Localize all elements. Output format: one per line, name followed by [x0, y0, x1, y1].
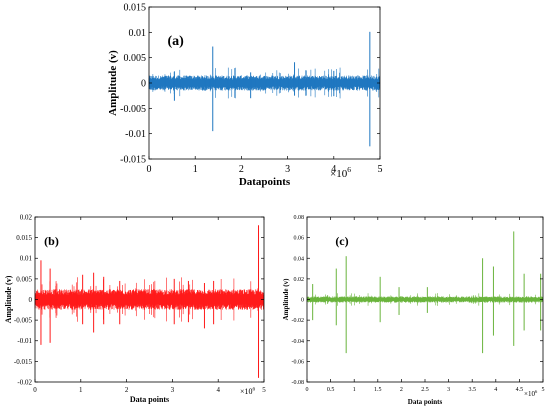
x-tick-label: 0 [147, 164, 152, 175]
y-tick-label: 0.015 [124, 3, 147, 14]
y-axis-label: Amplitude (v) [107, 50, 119, 116]
y-tick-label: 0.04 [294, 256, 305, 262]
x-tick-label: 4 [494, 387, 497, 393]
x-tick-label: 2 [400, 387, 403, 393]
x-multiplier-base: ×10 [330, 168, 348, 180]
x-multiplier: ×106 [524, 389, 538, 398]
y-tick-label: 0.005 [124, 53, 147, 64]
y-tick-label: 0 [29, 296, 33, 304]
panel-a: 0 1 2 3 4 5 -0.015 -0.01 -0.005 0 0.005 0.01 0.015 (a… [107, 3, 383, 189]
x-tick-label: 4.5 [516, 387, 524, 393]
x-tick-label: 0.5 [327, 387, 335, 393]
x-tick-label: 1.5 [374, 387, 382, 393]
x-tick-label: 3.5 [468, 387, 476, 393]
y-tick-label: -0.02 [292, 318, 305, 324]
x-tick-label: 3 [171, 386, 175, 394]
y-tick-label: -0.08 [292, 380, 305, 386]
x-tick-label: 5 [542, 387, 545, 393]
x-multiplier-exponent: 6 [253, 387, 256, 393]
y-tick-label: -0.06 [292, 359, 305, 365]
x-tick-label: 1 [193, 164, 198, 175]
y-tick-label: -0.01 [17, 337, 32, 345]
y-axis-label: Amplitude (v) [4, 275, 13, 323]
x-multiplier-base: ×10 [524, 390, 535, 398]
y-tick-label: -0.005 [14, 317, 33, 325]
y-tick-label: 0.02 [294, 277, 305, 283]
y-tick-label: -0.015 [14, 358, 33, 366]
x-multiplier-exponent: 6 [347, 165, 351, 174]
y-tick-label: -0.01 [125, 129, 146, 140]
noise-band [306, 296, 543, 303]
y-axis-label: Amplitude (v) [282, 278, 290, 320]
x-tick-label: 1 [353, 387, 356, 393]
x-tick-label: 5 [262, 386, 266, 394]
minor-spikes [314, 293, 536, 306]
y-tick-label: -0.02 [17, 378, 32, 386]
x-tick-label: 4 [331, 164, 336, 175]
y-tick-label: 0.08 [294, 215, 305, 221]
y-tick-label: 0.015 [16, 234, 32, 242]
x-tick-label: 1 [79, 386, 83, 394]
panel-b: 0 1 2 3 4 5 -0.02 -0.015 -0.01 -0.005 0 0.005 0.01 0.… [4, 213, 266, 404]
x-tick-label: 5 [378, 164, 383, 175]
y-tick-label: -0.015 [120, 155, 146, 166]
signal-trace [306, 231, 543, 354]
noise-band [148, 75, 380, 91]
y-tick-label: 0.02 [20, 213, 33, 221]
y-tick-label: 0.005 [16, 275, 32, 283]
y-tick-label: 0.01 [20, 255, 33, 263]
noise-band [34, 289, 264, 310]
signal-trace [34, 225, 264, 378]
x-tick-label: 4 [216, 386, 220, 394]
signal-trace [148, 31, 380, 147]
y-tick-label: 0.06 [294, 236, 305, 242]
y-tick-label: -0.005 [120, 104, 146, 115]
x-tick-label: 3 [285, 164, 290, 175]
x-multiplier: ×106 [240, 387, 256, 397]
x-tick-label: 0 [306, 387, 309, 393]
x-tick-label: 0 [33, 386, 37, 394]
y-tick-label: 0 [301, 298, 304, 304]
x-multiplier-base: ×10 [240, 387, 253, 396]
x-axis-label: Data points [408, 398, 443, 406]
panel-c: 0 0.5 1 1.5 2 2.5 3 3.5 4 4.5 5 -0.08 -0.06 -0.04 -0.0… [282, 215, 545, 406]
panel-label: (c) [335, 234, 348, 248]
panel-label: (a) [167, 34, 184, 49]
x-tick-label: 3 [447, 387, 450, 393]
x-tick-label: 2 [125, 386, 129, 394]
x-tick-label: 2 [239, 164, 244, 175]
x-tick-label: 2.5 [421, 387, 429, 393]
y-tick-label: 0 [141, 79, 146, 90]
y-tick-label: -0.04 [292, 339, 305, 345]
y-tick-label: 0.01 [129, 28, 147, 39]
x-axis-label: Data points [130, 395, 169, 404]
x-multiplier: ×106 [330, 165, 351, 180]
panel-label: (b) [44, 234, 59, 248]
x-axis-label: Datapoints [239, 176, 291, 188]
x-multiplier-exponent: 6 [535, 389, 538, 394]
